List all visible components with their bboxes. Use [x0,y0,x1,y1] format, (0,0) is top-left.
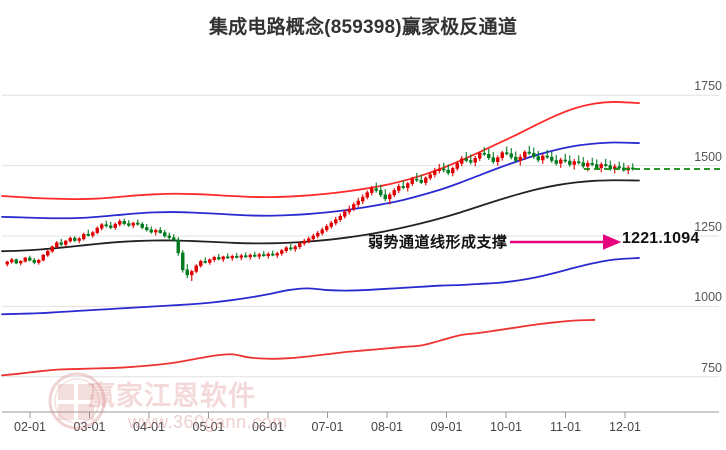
x-tick-label: 06-01 [252,420,284,434]
x-tick-label: 04-01 [133,420,165,434]
channel-lines [1,101,640,377]
x-tick-label: 02-01 [14,420,46,434]
annotation-value: 1221.1094 [622,230,700,247]
chart-title: 集成电路概念(859398)赢家极反通道 [208,17,518,38]
y-tick-label: 1500 [694,149,722,164]
annotation-label: 弱势通道线形成支撑 [368,234,508,251]
x-tick-label: 11-01 [549,420,582,434]
x-tick-label: 03-01 [73,420,106,434]
x-axis-line [2,411,719,418]
x-tick-label: 12-01 [609,420,641,434]
x-tick-label: 09-01 [430,420,463,434]
y-tick-label: 1000 [694,290,722,305]
y-tick-label: 1250 [694,220,722,234]
seal-logo-icon [48,372,106,430]
candlestick-series [5,145,635,282]
x-tick-label: 10-01 [490,420,522,434]
y-tick-label: 1750 [694,79,722,94]
x-tick-label: 08-01 [371,420,403,434]
watermark-brand: 赢家江恩软件 [88,381,256,411]
watermark-url: www.360gann.com [128,412,288,432]
x-tick-label: 05-01 [192,420,225,434]
x-tick-label: 07-01 [311,420,344,434]
y-tick-label: 750 [701,360,722,375]
